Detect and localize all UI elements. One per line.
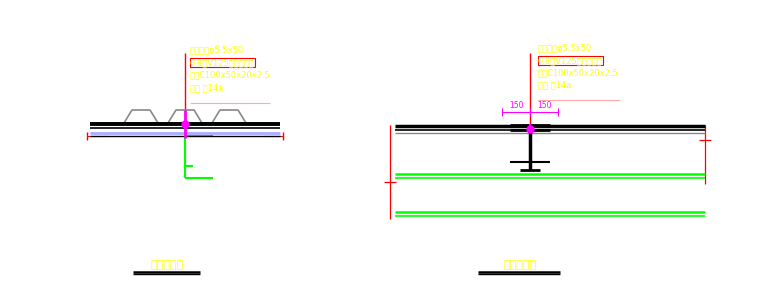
- Text: 150: 150: [537, 101, 551, 110]
- Text: 自攻螺丝φ5.5x50: 自攻螺丝φ5.5x50: [538, 44, 592, 53]
- Text: 板纵向搭接: 板纵向搭接: [503, 260, 537, 270]
- Text: 次樹C100x50x20x2.5: 次樹C100x50x20x2.5: [190, 70, 271, 79]
- Text: 自攻螺丝φ5.5x50: 自攻螺丝φ5.5x50: [190, 46, 244, 55]
- Text: 主樹 ㅀ14a: 主樹 ㅀ14a: [538, 80, 572, 89]
- Text: 板横向搭接: 板横向搭接: [151, 260, 183, 270]
- Text: 主樹 ㅀ14a: 主樹 ㅀ14a: [190, 83, 223, 92]
- Text: 0.8厏V125压型彩涂板: 0.8厏V125压型彩涂板: [190, 58, 255, 67]
- Text: 0.8厏V125压型彩涂板: 0.8厏V125压型彩涂板: [538, 56, 603, 65]
- Text: 次樹C100x50x20x2.5: 次樹C100x50x20x2.5: [538, 68, 618, 77]
- Text: 150: 150: [509, 101, 523, 110]
